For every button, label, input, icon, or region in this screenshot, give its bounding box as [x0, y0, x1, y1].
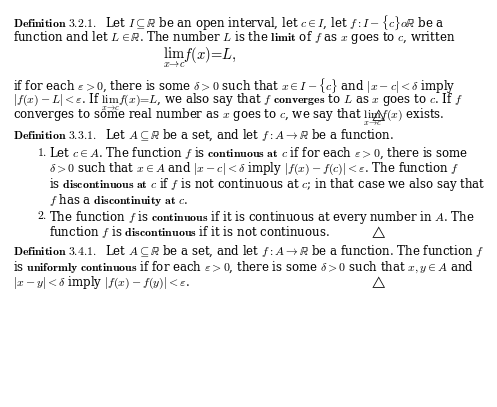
Text: $\mathbf{Definition\ 3.2.1.}$  Let $I \subseteq \mathbb{R}$ be an open interval,: $\mathbf{Definition\ 3.2.1.}$ Let $I \su… [13, 13, 445, 33]
Text: $\mathbf{1.}$: $\mathbf{1.}$ [37, 146, 47, 159]
Text: $\triangle$: $\triangle$ [369, 275, 386, 290]
Text: is $\mathbf{uniformly\ continuous}$ if for each $\varepsilon > 0$, there is some: is $\mathbf{uniformly\ continuous}$ if f… [13, 259, 474, 275]
Text: function and let $L \in \mathbb{R}$. The number $L$ is the $\mathbf{limit}$ of $: function and let $L \in \mathbb{R}$. The… [13, 29, 456, 46]
Text: $f$ has a $\mathbf{discontinuity\ at}$ $c$.: $f$ has a $\mathbf{discontinuity\ at}$ $… [49, 192, 188, 208]
Text: is $\mathbf{discontinuous\ at}$ $c$ if $f$ is not continuous at $c$; in that cas: is $\mathbf{discontinuous\ at}$ $c$ if $… [49, 176, 485, 193]
Text: converges to some real number as $x$ goes to $c$, we say that $\lim_{x \to c} f(: converges to some real number as $x$ goe… [13, 107, 445, 128]
Text: if for each $\varepsilon > 0$, there is some $\delta > 0$ such that $x \in I - \: if for each $\varepsilon > 0$, there is … [13, 77, 456, 95]
Text: $\lim_{x \to c} f(x) = L,$: $\lim_{x \to c} f(x) = L,$ [163, 46, 237, 70]
Text: $\triangle$: $\triangle$ [369, 224, 386, 240]
Text: $\mathbf{Definition\ 3.3.1.}$  Let $A \subseteq \mathbb{R}$ be a set, and let $f: $\mathbf{Definition\ 3.3.1.}$ Let $A \su… [13, 127, 394, 142]
Text: The function $f$ is $\mathbf{continuous}$ if it is continuous at every number in: The function $f$ is $\mathbf{continuous}… [49, 209, 475, 225]
Text: $\delta > 0$ such that $x \in A$ and $|x - c| < \delta$ imply $|f(x) - f(c)| < \: $\delta > 0$ such that $x \in A$ and $|x… [49, 161, 459, 177]
Text: $\mathbf{Definition\ 3.4.1.}$  Let $A \subseteq \mathbb{R}$ be a set, and let $f: $\mathbf{Definition\ 3.4.1.}$ Let $A \su… [13, 244, 485, 259]
Text: Let $c \in A$. The function $f$ is $\mathbf{continuous\ at}$ $c$ if for each $\v: Let $c \in A$. The function $f$ is $\mat… [49, 146, 468, 161]
Text: $\mathbf{2.}$: $\mathbf{2.}$ [37, 209, 47, 221]
Text: $|x - y| < \delta$ imply $|f(x) - f(y)| < \varepsilon$.: $|x - y| < \delta$ imply $|f(x) - f(y)| … [13, 275, 190, 291]
Text: $|f(x) - L| < \varepsilon$. If $\lim_{x \to c} f(x) = L$, we also say that $f$ $: $|f(x) - L| < \varepsilon$. If $\lim_{x … [13, 92, 463, 113]
Text: function $f$ is $\mathbf{discontinuous}$ if it is not continuous.: function $f$ is $\mathbf{discontinuous}$… [49, 224, 330, 240]
Text: $\triangle$: $\triangle$ [369, 107, 386, 123]
